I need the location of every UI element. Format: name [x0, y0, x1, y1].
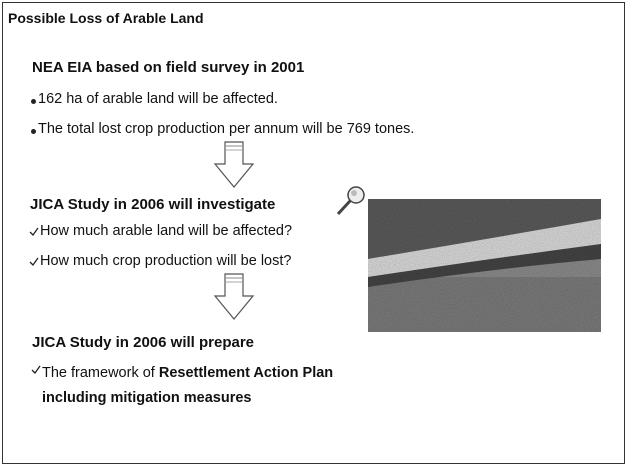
check-mark	[29, 227, 39, 237]
title: Possible Loss of Arable Land	[8, 10, 204, 26]
field-photo	[368, 199, 601, 332]
page: Possible Loss of Arable Land NEA EIA bas…	[0, 0, 627, 466]
bullet	[31, 129, 36, 134]
down-arrow	[212, 272, 256, 322]
down-arrow	[212, 140, 256, 190]
check-mark	[31, 365, 41, 375]
magnifier-icon	[334, 184, 368, 218]
bullet	[31, 99, 36, 104]
section-heading: JICA Study in 2006 will prepare	[32, 334, 254, 351]
check-text: How much crop production will be lost?	[40, 253, 291, 269]
plain-text: The framework of	[42, 365, 159, 381]
bullet-text: The total lost crop production per annum…	[38, 121, 414, 137]
check-text: The framework of Resettlement Action Pla…	[42, 361, 372, 411]
bullet-text: 162 ha of arable land will be affected.	[38, 91, 278, 107]
check-text: How much arable land will be affected?	[40, 223, 292, 239]
section-heading: NEA EIA based on field survey in 2001	[32, 59, 304, 76]
section-heading: JICA Study in 2006 will investigate	[30, 196, 275, 213]
check-mark	[29, 257, 39, 267]
